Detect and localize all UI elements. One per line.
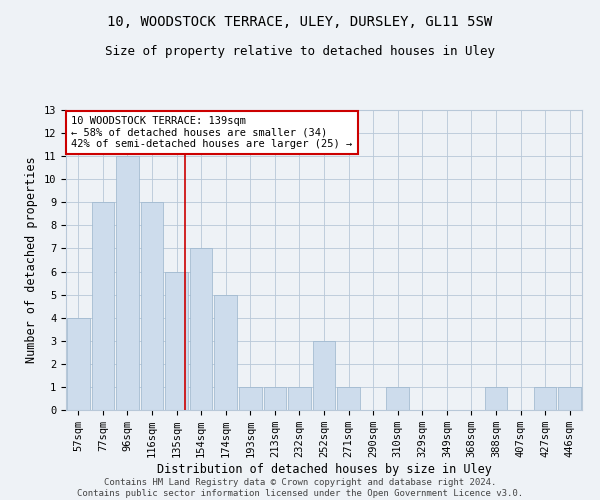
- X-axis label: Distribution of detached houses by size in Uley: Distribution of detached houses by size …: [157, 463, 491, 476]
- Text: Size of property relative to detached houses in Uley: Size of property relative to detached ho…: [105, 45, 495, 58]
- Bar: [313, 341, 335, 410]
- Bar: [263, 387, 286, 410]
- Text: 10 WOODSTOCK TERRACE: 139sqm
← 58% of detached houses are smaller (34)
42% of se: 10 WOODSTOCK TERRACE: 139sqm ← 58% of de…: [71, 116, 352, 149]
- Bar: [190, 248, 212, 410]
- Bar: [288, 387, 311, 410]
- Bar: [165, 272, 188, 410]
- Bar: [67, 318, 89, 410]
- Bar: [559, 387, 581, 410]
- Bar: [239, 387, 262, 410]
- Bar: [485, 387, 508, 410]
- Bar: [534, 387, 556, 410]
- Text: Contains HM Land Registry data © Crown copyright and database right 2024.
Contai: Contains HM Land Registry data © Crown c…: [77, 478, 523, 498]
- Bar: [92, 202, 114, 410]
- Y-axis label: Number of detached properties: Number of detached properties: [25, 156, 38, 364]
- Bar: [116, 156, 139, 410]
- Bar: [214, 294, 237, 410]
- Bar: [386, 387, 409, 410]
- Text: 10, WOODSTOCK TERRACE, ULEY, DURSLEY, GL11 5SW: 10, WOODSTOCK TERRACE, ULEY, DURSLEY, GL…: [107, 15, 493, 29]
- Bar: [140, 202, 163, 410]
- Bar: [337, 387, 360, 410]
